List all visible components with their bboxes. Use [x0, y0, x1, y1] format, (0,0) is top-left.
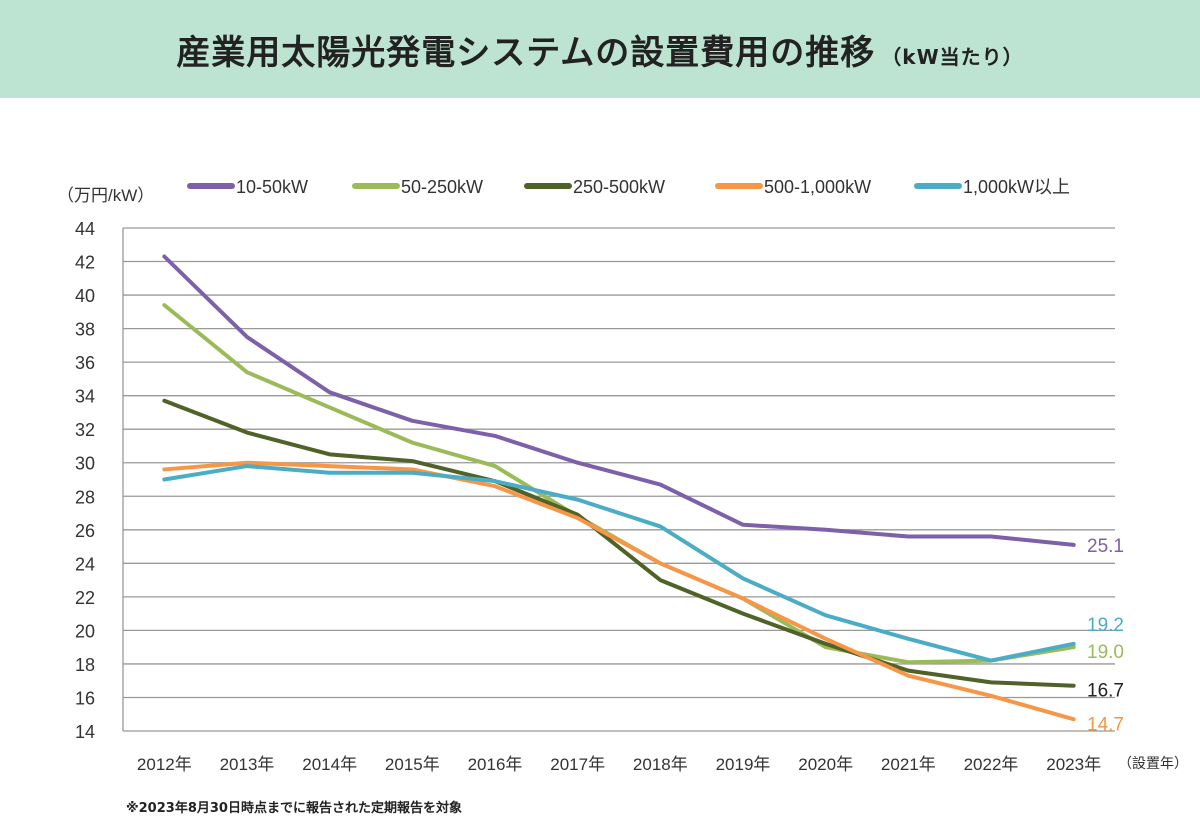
- x-tick-label: 2018年: [633, 755, 688, 774]
- y-tick-label: 42: [75, 253, 95, 273]
- series-line-1: [162, 303, 1076, 665]
- x-tick-label: 2014年: [302, 755, 357, 774]
- x-tick-label: 2022年: [964, 755, 1019, 774]
- y-tick-label: 24: [75, 554, 95, 574]
- y-tick-label: 40: [75, 286, 95, 306]
- x-tick-label: 2023年: [1046, 755, 1101, 774]
- end-data-label: 25.1: [1087, 536, 1124, 557]
- legend-label: 10-50kW: [236, 177, 308, 197]
- y-tick-label: 44: [75, 219, 95, 239]
- y-tick-label: 14: [75, 722, 95, 742]
- series-line-0: [162, 254, 1076, 547]
- legend-label: 500-1,000kW: [764, 177, 871, 197]
- y-tick-label: 16: [75, 688, 95, 708]
- footnote: ※2023年8月30日時点までに報告された定期報告を対象: [126, 801, 462, 816]
- y-tick-label: 32: [75, 420, 95, 440]
- x-tick-label: 2016年: [468, 755, 523, 774]
- y-tick-label: 18: [75, 655, 95, 675]
- x-tick-label: 2015年: [385, 755, 440, 774]
- x-tick-label: 2013年: [220, 755, 275, 774]
- legend-label: 1,000kW以上: [963, 177, 1070, 197]
- chart-title: 産業用太陽光発電システムの設置費用の推移 （kW当たり）: [176, 25, 1023, 74]
- y-tick-label: 38: [75, 320, 95, 340]
- end-data-label: 14.7: [1087, 714, 1124, 735]
- y-tick-label: 28: [75, 487, 95, 507]
- x-axis-label: （設置年）: [1118, 756, 1188, 772]
- y-tick-label: 20: [75, 621, 95, 641]
- header-banner: 産業用太陽光発電システムの設置費用の推移 （kW当たり）: [0, 0, 1200, 98]
- y-tick-label: 34: [75, 387, 95, 407]
- series-line-2: [162, 398, 1076, 688]
- x-tick-label: 2012年: [137, 755, 192, 774]
- title-unit: （kW当たり）: [881, 44, 1024, 69]
- y-tick-label: 30: [75, 454, 95, 474]
- x-tick-label: 2021年: [881, 755, 936, 774]
- series-line-3: [162, 460, 1076, 722]
- y-tick-label: 22: [75, 588, 95, 608]
- end-data-label: 19.0: [1087, 642, 1124, 663]
- series-line-4: [162, 464, 1076, 663]
- x-tick-label: 2017年: [550, 755, 605, 774]
- legend-label: 250-500kW: [573, 177, 665, 197]
- end-data-label: 19.2: [1087, 615, 1124, 636]
- y-axis-label: （万円/kW）: [57, 186, 154, 205]
- y-tick-label: 26: [75, 521, 95, 541]
- title-text: 産業用太陽光発電システムの設置費用の推移: [176, 32, 876, 73]
- y-tick-label: 36: [75, 353, 95, 373]
- x-tick-label: 2020年: [798, 755, 853, 774]
- end-data-label: 16.7: [1087, 681, 1124, 702]
- x-tick-label: 2019年: [716, 755, 771, 774]
- legend-label: 50-250kW: [401, 177, 483, 197]
